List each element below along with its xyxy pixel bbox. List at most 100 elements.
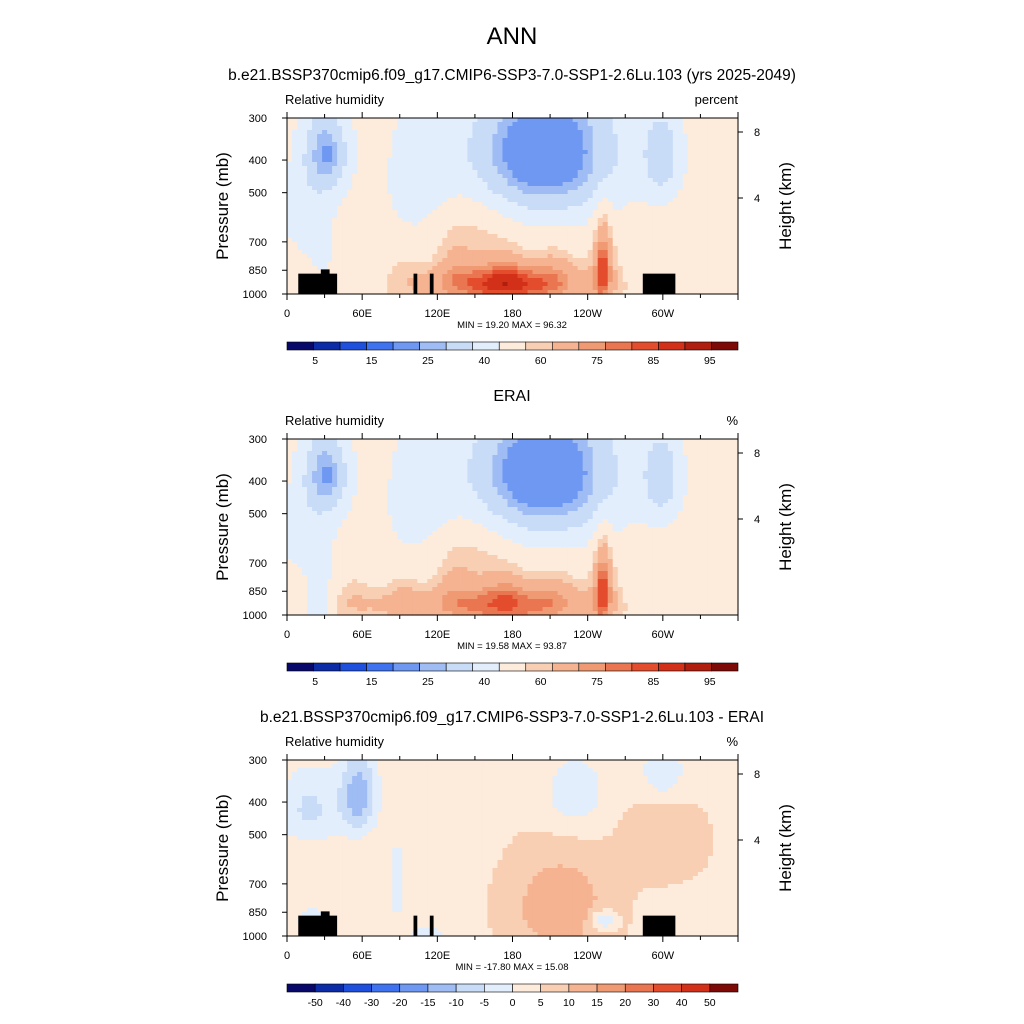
field-cell (522, 222, 529, 227)
field-cell (557, 234, 564, 239)
field-cell (722, 254, 729, 259)
field-cell (517, 186, 524, 191)
field-cell (647, 150, 654, 155)
field-cell (687, 142, 694, 147)
field-cell (512, 138, 519, 143)
field-cell (477, 130, 484, 135)
field-cell (652, 266, 659, 271)
field-cell (412, 218, 418, 223)
field-cell (492, 479, 499, 484)
field-cell (412, 154, 418, 159)
field-cell (412, 455, 418, 460)
field-cell (732, 278, 739, 283)
field-cell (367, 218, 373, 223)
field-cell (397, 467, 403, 472)
field-cell (527, 158, 534, 163)
field-cell (332, 230, 338, 235)
field-cell (732, 222, 739, 227)
field-cell (527, 270, 534, 275)
field-cell (577, 186, 584, 191)
field-cell (697, 214, 704, 219)
field-cell (552, 238, 559, 243)
field-cell (452, 230, 458, 235)
field-cell (567, 122, 574, 127)
field-cell (452, 202, 458, 207)
field-cell (372, 202, 378, 207)
field-cell (542, 459, 549, 464)
field-cell (542, 238, 549, 243)
field-cell (472, 174, 479, 179)
field-cell (327, 439, 333, 444)
field-cell (557, 122, 564, 127)
field-cell (617, 455, 624, 460)
field-cell (342, 222, 348, 227)
field-cell (422, 194, 428, 199)
field-cell (302, 447, 308, 452)
colorbar-label: 5 (312, 355, 318, 367)
field-cell (662, 270, 669, 275)
field-cell (607, 198, 614, 203)
field-cell (357, 170, 363, 175)
field-cell (287, 122, 293, 127)
field-cell (462, 146, 468, 151)
field-cell (592, 170, 599, 175)
field-cell (507, 198, 514, 203)
field-cell (302, 142, 308, 147)
field-cell (352, 479, 358, 484)
field-cell (447, 290, 453, 295)
field-cell (427, 174, 433, 179)
field-cell (342, 238, 348, 243)
field-cell (357, 186, 363, 191)
field-cell (377, 290, 383, 295)
field-cell (627, 258, 634, 263)
field-cell (322, 471, 328, 476)
field-cell (292, 274, 298, 279)
field-cell (552, 439, 559, 444)
field-cell (672, 202, 679, 207)
field-cell (382, 222, 388, 227)
field-cell (582, 262, 589, 267)
field-cell (327, 158, 333, 163)
field-cell (622, 238, 629, 243)
field-cell (622, 282, 629, 287)
field-cell (587, 202, 594, 207)
field-cell (362, 242, 368, 247)
field-cell (492, 451, 499, 456)
field-cell (712, 122, 719, 127)
field-cell (472, 262, 479, 267)
field-cell (702, 463, 709, 468)
field-cell (397, 130, 403, 135)
field-cell (577, 475, 584, 480)
field-cell (402, 479, 408, 484)
field-cell (327, 202, 333, 207)
field-cell (367, 182, 373, 187)
field-cell (312, 455, 318, 460)
field-cell (367, 250, 373, 255)
field-cell (422, 190, 428, 195)
field-cell (342, 178, 348, 183)
field-cell (607, 286, 614, 291)
field-cell (667, 258, 674, 263)
field-cell (447, 439, 453, 444)
field-cell (487, 174, 494, 179)
field-cell (482, 146, 489, 151)
field-cell (337, 282, 343, 287)
field-cell (702, 130, 709, 135)
field-cell (672, 467, 679, 472)
field-cell (447, 130, 453, 135)
field-cell (417, 443, 423, 448)
field-cell (627, 439, 634, 444)
field-cell (312, 459, 318, 464)
field-cell (592, 126, 599, 131)
field-cell (357, 439, 363, 444)
field-cell (647, 206, 654, 211)
field-cell (482, 206, 489, 211)
field-cell (497, 202, 504, 207)
field-cell (532, 447, 539, 452)
field-cell (622, 162, 629, 167)
field-cell (402, 166, 408, 171)
field-cell (682, 467, 689, 472)
field-cell (702, 455, 709, 460)
field-cell (612, 447, 619, 452)
field-cell (537, 226, 544, 231)
